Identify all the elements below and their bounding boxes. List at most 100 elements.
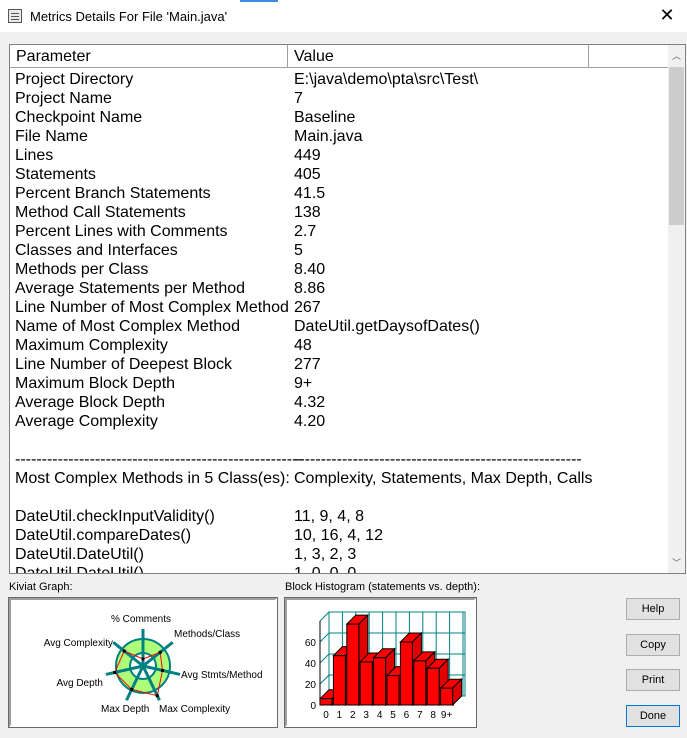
param-cell: File Name — [15, 128, 88, 145]
window-title: Metrics Details For File 'Main.java' — [30, 9, 228, 24]
table-row[interactable]: Method Call Statements 138 — [15, 203, 321, 222]
y-tick-label: 40 — [305, 659, 317, 670]
table-row[interactable]: DateUtil.compareDates() 10, 16, 4, 12 — [15, 526, 383, 545]
kiviat-axis-label: Avg Depth — [56, 678, 103, 689]
table-row[interactable] — [15, 431, 303, 450]
table-row[interactable]: File Name Main.java — [15, 127, 362, 146]
kiviat-point — [130, 687, 134, 691]
x-tick-label: 6 — [404, 710, 410, 721]
param-cell: Line Number of Most Complex Method — [15, 299, 289, 316]
kiviat-point — [158, 650, 162, 654]
table-row[interactable]: Methods per Class 8.40 — [15, 260, 325, 279]
table-row[interactable]: Line Number of Most Complex Method 267 — [15, 298, 321, 317]
kiviat-axis-label: % Comments — [111, 614, 171, 625]
kiviat-value-polygon — [114, 650, 164, 697]
table-row[interactable]: Percent Branch Statements 41.5 — [15, 184, 325, 203]
y-tick-label: 0 — [310, 701, 316, 712]
param-cell: Percent Lines with Comments — [15, 223, 228, 240]
x-tick-label: 2 — [350, 710, 356, 721]
y-tick-label: 60 — [305, 638, 317, 649]
table-row[interactable]: Maximum Block Depth 9+ — [15, 374, 312, 393]
value-cell: 1, 3, 2, 3 — [294, 546, 357, 563]
param-cell: Classes and Interfaces — [15, 242, 178, 259]
value-cell: Complexity, Statements, Max Depth, Calls — [294, 470, 593, 487]
value-cell: 7 — [294, 90, 303, 107]
kiviat-axis-label: Max Depth — [101, 704, 149, 715]
table-row[interactable]: Average Statements per Method 8.86 — [15, 279, 325, 298]
table-row[interactable]: Percent Lines with Comments 2.7 — [15, 222, 316, 241]
bar — [346, 623, 360, 706]
grid-line — [319, 674, 330, 685]
close-icon[interactable]: ✕ — [659, 5, 675, 25]
kiviat-point — [113, 671, 117, 674]
kiviat-axis — [125, 665, 145, 701]
kiviat-axis — [142, 641, 174, 668]
table-row[interactable]: Average Block Depth 4.32 — [15, 393, 325, 412]
copy-button[interactable]: Copy — [626, 634, 680, 656]
kiviat-graph: % Comments Methods/Class Avg Stmts/Method M… — [8, 597, 278, 728]
scroll-up-icon[interactable]: ︿ — [671, 51, 681, 61]
kiviat-point — [155, 694, 159, 698]
kiviat-label: Kiviat Graph: — [9, 581, 73, 593]
kiviat-axis-label: Methods/Class — [174, 629, 240, 640]
param-cell: Average Statements per Method — [15, 280, 246, 297]
header-parameter[interactable]: Parameter — [16, 48, 91, 65]
param-cell: Maximum Complexity — [15, 337, 168, 354]
x-tick-label: 1 — [337, 710, 343, 721]
param-cell: Project Name — [15, 90, 112, 107]
table-row[interactable]: Checkpoint Name Baseline — [15, 108, 355, 127]
header-value[interactable]: Value — [294, 48, 334, 65]
x-tick-label: 8 — [430, 710, 436, 721]
table-row[interactable]: Line Number of Deepest Block 277 — [15, 355, 321, 374]
bar — [399, 641, 413, 706]
list-header: Parameter Value — [10, 45, 668, 68]
help-button[interactable]: Help — [626, 598, 680, 620]
table-row[interactable] — [15, 488, 303, 507]
column-divider[interactable] — [588, 45, 589, 67]
table-row[interactable]: Most Complex Methods in 5 Class(es): Comp… — [15, 469, 592, 488]
x-tick-label: 9+ — [441, 710, 453, 721]
value-cell: 1, 0, 0, 0 — [294, 565, 357, 574]
value-cell: ----------------------------------------… — [294, 451, 582, 468]
param-cell: Line Number of Deepest Block — [15, 356, 232, 373]
done-button[interactable]: Done — [626, 705, 680, 727]
kiviat-point — [141, 657, 145, 661]
kiviat-axis-label: Avg Complexity — [44, 638, 113, 649]
table-row[interactable]: Name of Most Complex Method DateUtil.getD… — [15, 317, 480, 336]
metrics-list[interactable]: Parameter Value Project Directory E:\java… — [9, 44, 686, 574]
value-cell: 267 — [294, 299, 321, 316]
scrollbar-thumb[interactable] — [669, 67, 684, 225]
value-cell: E:\java\demo\pta\src\Test\ — [294, 71, 479, 88]
table-row[interactable]: Lines 449 — [15, 146, 321, 165]
x-tick-label: 7 — [417, 710, 423, 721]
table-row[interactable]: DateUtil.checkInputValidity() 11, 9, 4, 8 — [15, 507, 364, 526]
bar — [413, 660, 427, 706]
table-row[interactable]: Project Directory E:\java\demo\pta\src\Te… — [15, 70, 478, 89]
param-cell: Lines — [15, 147, 54, 164]
grid-line — [319, 632, 330, 643]
table-row[interactable]: Average Complexity 4.20 — [15, 412, 325, 431]
bar — [319, 698, 333, 706]
table-row[interactable]: Statements 405 — [15, 165, 321, 184]
scroll-down-icon[interactable]: ﹀ — [671, 558, 681, 568]
table-row[interactable]: DateUtil.DateUtil() 1, 3, 2, 3 — [15, 545, 356, 564]
bar — [332, 655, 346, 706]
column-divider[interactable] — [287, 45, 288, 67]
kiviat-point — [122, 649, 126, 653]
value-cell: 2.7 — [294, 223, 317, 240]
print-button[interactable]: Print — [626, 669, 680, 691]
param-cell: ----------------------------------------… — [15, 451, 303, 468]
bar — [440, 687, 454, 706]
table-row[interactable]: DateUtil.DateUtil() 1, 0, 0, 0 — [15, 564, 356, 573]
param-cell: DateUtil.checkInputValidity() — [15, 508, 215, 525]
table-row[interactable]: Project Name 7 — [15, 89, 303, 108]
table-row[interactable]: ----------------------------------------… — [15, 450, 582, 469]
kiviat-axis — [112, 641, 144, 668]
value-cell: 10, 16, 4, 12 — [294, 527, 383, 544]
grid-line — [319, 653, 330, 664]
block-histogram: 0 20 40 60 0 1 2 3 4 5 6 7 8 9+ — [284, 597, 477, 728]
table-row[interactable]: Classes and Interfaces 5 — [15, 241, 303, 260]
vertical-scrollbar[interactable]: ︿ ﹀ — [668, 45, 685, 573]
app-icon — [8, 9, 22, 23]
table-row[interactable]: Maximum Complexity 48 — [15, 336, 312, 355]
